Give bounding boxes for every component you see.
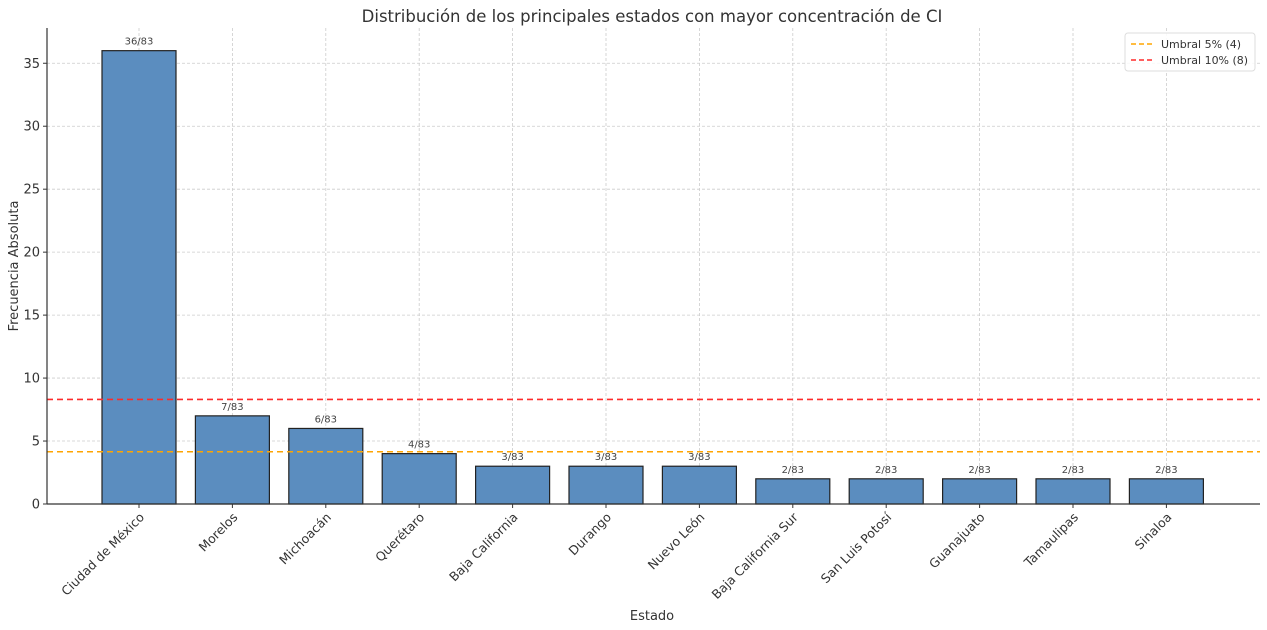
y-tick-label: 25	[23, 183, 40, 198]
y-tick-label: 15	[23, 309, 40, 324]
data-label: 3/83	[501, 452, 523, 463]
y-tick-label: 0	[32, 498, 40, 513]
axes	[46, 28, 1260, 505]
x-tick-label: Querétaro	[372, 510, 427, 565]
x-tick-label: San Luis Potosí	[818, 509, 895, 586]
x-tick-label: Morelos	[196, 510, 241, 555]
y-tick-label: 35	[23, 57, 40, 72]
bar	[101, 50, 177, 505]
threshold-lines	[47, 398, 1260, 453]
y-tick-label: 20	[23, 246, 40, 261]
grid	[47, 28, 1260, 504]
data-label: 6/83	[315, 414, 337, 425]
bar	[381, 453, 457, 505]
legend: Umbral 5% (4) Umbral 10% (8)	[1124, 32, 1256, 72]
x-tick-label: Tamaulipas	[1020, 510, 1081, 571]
data-label: 2/83	[1155, 465, 1177, 476]
legend-label: Umbral 5% (4)	[1161, 38, 1241, 51]
bar	[194, 415, 270, 505]
x-tick-label: Baja California Sur	[709, 509, 802, 602]
x-tick-label: Baja California	[446, 510, 521, 585]
data-label: 36/83	[125, 37, 154, 48]
data-label: 7/83	[221, 402, 243, 413]
bar	[1128, 478, 1205, 505]
bar	[848, 478, 924, 505]
x-axis-label: Estado	[630, 609, 674, 624]
data-label: 2/83	[968, 465, 990, 476]
legend-box	[1124, 32, 1256, 72]
x-tick-label: Guanajuato	[926, 510, 988, 572]
bar	[288, 427, 364, 505]
x-ticks: Ciudad de México Morelos Michoacán Querétar…	[58, 504, 1175, 602]
data-label: 4/83	[408, 440, 430, 451]
data-label: 3/83	[595, 452, 617, 463]
bar	[661, 465, 738, 505]
y-tick-label: 10	[23, 372, 40, 387]
data-label: 2/83	[875, 465, 897, 476]
bar	[475, 465, 551, 505]
x-tick-label: Michoacán	[276, 510, 334, 568]
x-tick-label: Nuevo León	[645, 510, 708, 573]
x-tick-label: Sinaloa	[1132, 510, 1175, 553]
data-label: 3/83	[688, 452, 710, 463]
y-axis-label: Frecuencia Absoluta	[7, 201, 22, 332]
chart-title: Distribución de los principales estados …	[362, 7, 943, 26]
x-tick-label: Ciudad de México	[58, 510, 147, 599]
data-label: 2/83	[782, 465, 804, 476]
legend-label: Umbral 10% (8)	[1161, 54, 1248, 67]
y-ticks: 0 5 10 15 20 25 30 35	[23, 57, 47, 513]
data-labels: 36/83 7/83 6/83 4/83 3/83 3/83 3/83 2/83 2/83 2/8…	[125, 37, 1178, 476]
y-tick-label: 5	[32, 435, 40, 450]
x-tick-label: Durango	[565, 510, 614, 559]
bar	[941, 478, 1018, 505]
y-tick-label: 30	[23, 120, 40, 135]
bars	[101, 50, 1205, 505]
bar	[1035, 478, 1111, 505]
bar	[755, 478, 831, 505]
bar	[568, 465, 644, 505]
data-label: 2/83	[1062, 465, 1084, 476]
